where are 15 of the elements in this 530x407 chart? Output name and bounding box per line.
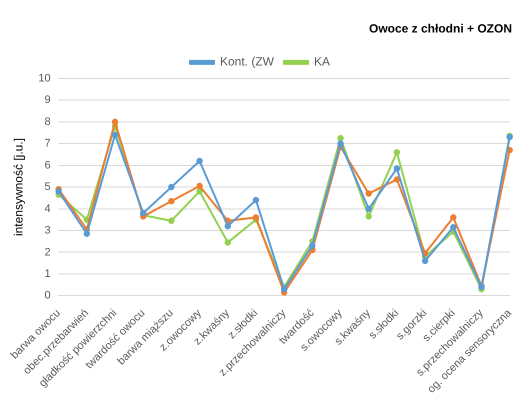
y-tick-label: 4: [44, 202, 51, 215]
y-tick-label: 8: [44, 116, 51, 128]
y-tick-label: 0: [44, 290, 51, 302]
legend-label: Kont. (ZW: [220, 54, 275, 69]
chart-title: Owoce z chłodni + OZON: [368, 22, 512, 36]
legend-label: KA: [314, 54, 330, 69]
y-tick-label: 3: [44, 224, 51, 237]
y-tick-label: 10: [38, 72, 51, 84]
y-tick-label: 6: [44, 159, 51, 172]
y-tick-label: 5: [44, 181, 51, 194]
y-tick-label: 1: [44, 268, 51, 280]
y-tick-label: 2: [44, 246, 51, 258]
y-axis-title: intensywność [j.u.]: [12, 138, 26, 236]
y-tick-label: 7: [44, 138, 51, 150]
y-tick-label: 9: [44, 94, 51, 106]
